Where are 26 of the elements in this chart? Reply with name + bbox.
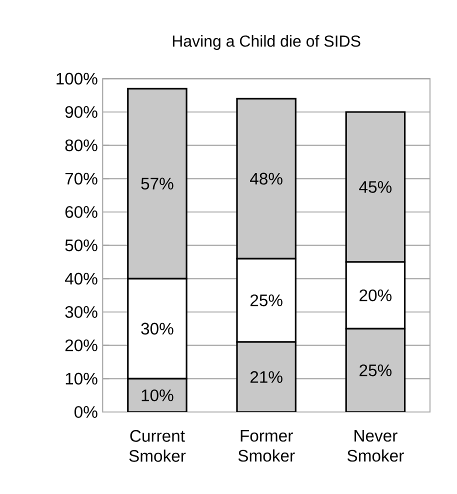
y-tick-label: 70% [65,172,98,185]
data-label: 48% [250,172,282,185]
data-label: 57% [141,178,174,190]
y-tick-label: 40% [64,272,98,285]
chart-title: Having a Child die of SIDS [172,35,360,50]
y-tick-label: 0% [74,406,98,418]
bar [236,341,296,412]
data-label: 25% [250,294,282,306]
x-tick-label: Former Smoker [238,430,295,462]
data-label: 21% [250,371,282,383]
data-label: 25% [359,364,392,376]
x-tick-label: Never Smoker [347,430,404,462]
x-tick-label: Current Smoker [129,430,186,462]
data-label: 30% [141,322,174,335]
y-tick-label: 30% [65,306,98,318]
y-tick-label: 50% [65,239,98,252]
y-tick-label: 10% [66,372,98,385]
y-tick-label: 60% [65,206,98,218]
data-label: 10% [142,389,174,402]
data-label: 45% [358,181,392,193]
y-tick-label: 80% [65,139,98,152]
y-tick-label: 90% [65,106,98,118]
y-tick-label: 100% [56,72,98,85]
bar [345,328,406,412]
y-tick-label: 20% [65,339,98,352]
data-label: 20% [359,289,392,302]
